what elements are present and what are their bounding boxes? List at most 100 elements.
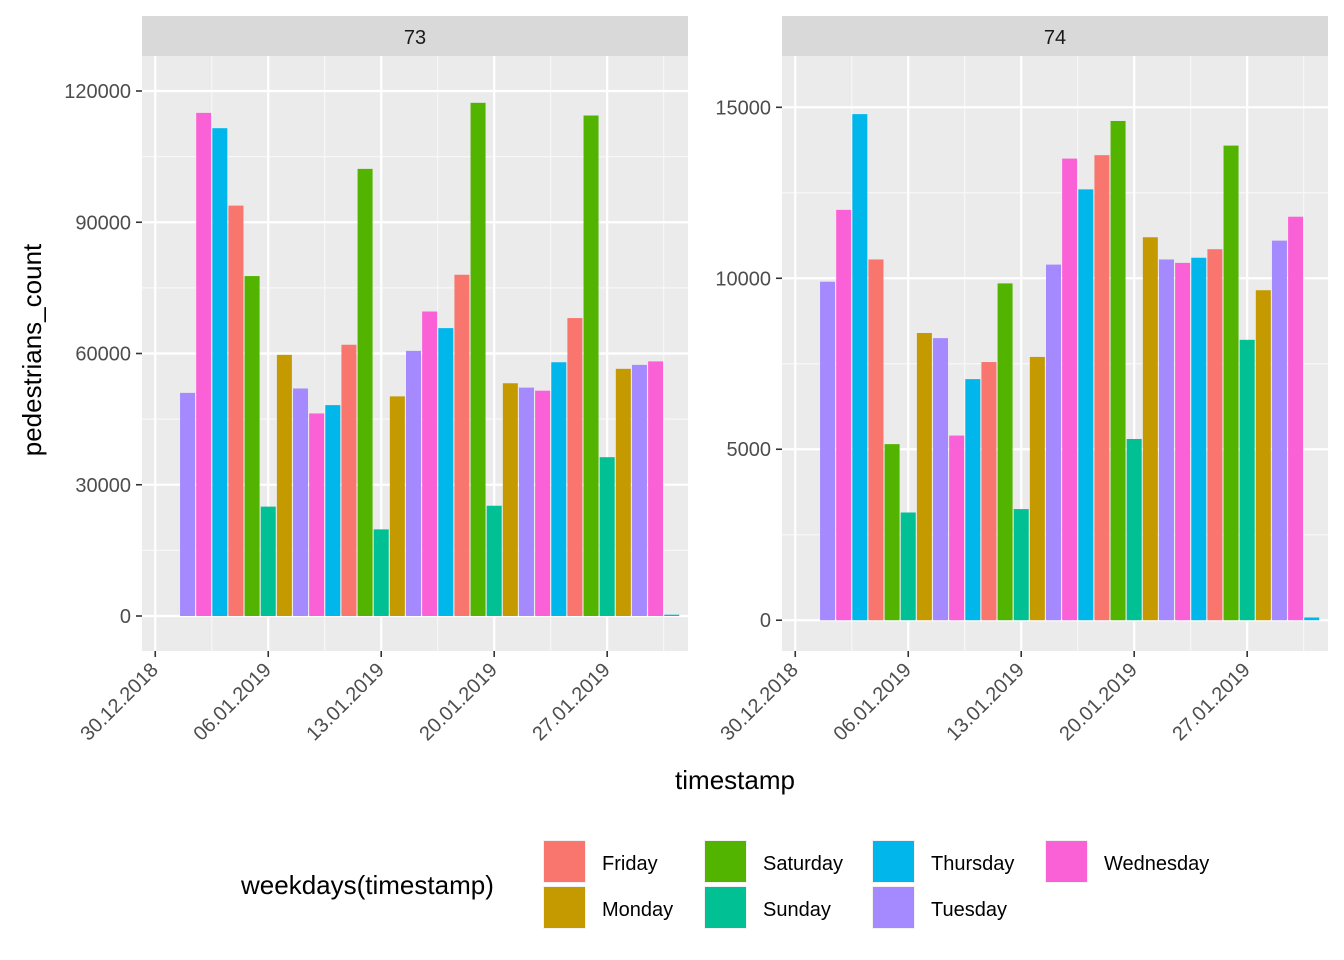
- facet-strip-label: 73: [404, 27, 426, 49]
- x-tick-label: 13.01.2019: [302, 659, 388, 745]
- bar-tuesday-15.01.2019: [1046, 264, 1061, 621]
- legend-label-monday: Monday: [602, 899, 673, 921]
- bar-wednesday-23.01.2019: [535, 390, 551, 616]
- bar-saturday-19.01.2019: [1110, 120, 1126, 621]
- bar-monday-21.01.2019: [502, 383, 518, 616]
- bar-saturday-26.01.2019: [583, 115, 599, 616]
- bar-sunday-13.01.2019: [1013, 509, 1029, 621]
- y-tick-label: 0: [120, 606, 131, 628]
- legend-label-wednesday: Wednesday: [1104, 853, 1209, 875]
- bar-saturday-05.01.2019: [884, 444, 900, 621]
- bar-sunday-27.01.2019: [1239, 339, 1255, 621]
- bar-saturday-12.01.2019: [357, 168, 373, 616]
- bar-monday-07.01.2019: [276, 354, 292, 616]
- x-tick-label: 20.01.2019: [1055, 659, 1141, 745]
- facet-strip: [142, 16, 688, 56]
- bar-monday-07.01.2019: [916, 332, 932, 621]
- legend-label-saturday: Saturday: [763, 853, 843, 875]
- bar-tuesday-22.01.2019: [1158, 259, 1174, 621]
- legend-label-friday: Friday: [602, 853, 658, 875]
- bar-wednesday-09.01.2019: [309, 413, 325, 616]
- bar-tuesday-08.01.2019: [293, 388, 309, 616]
- bar-sunday-06.01.2019: [260, 506, 276, 616]
- x-axis-title: timestamp: [675, 765, 795, 795]
- bar-tuesday-22.01.2019: [518, 387, 534, 616]
- bar-saturday-05.01.2019: [244, 276, 260, 616]
- legend-swatch-monday: [544, 887, 585, 928]
- bar-sunday-06.01.2019: [900, 512, 916, 621]
- bar-tuesday-29.01.2019: [631, 364, 647, 616]
- y-axis-title: pedestrians_count: [17, 243, 47, 456]
- bar-tuesday-01.01.2019: [180, 392, 196, 616]
- legend-title: weekdays(timestamp): [240, 870, 494, 900]
- bar-thursday-31.01.2019: [1304, 617, 1320, 621]
- x-tick-label: 30.12.2018: [76, 659, 162, 745]
- x-tick-label: 06.01.2019: [189, 659, 275, 745]
- legend-label-thursday: Thursday: [931, 853, 1014, 875]
- x-tick-label: 13.01.2019: [942, 659, 1028, 745]
- y-tick-label: 90000: [75, 212, 131, 234]
- y-tick-label: 10000: [715, 268, 771, 290]
- bar-monday-21.01.2019: [1142, 237, 1158, 621]
- bar-thursday-31.01.2019: [664, 614, 680, 616]
- legend-label-sunday: Sunday: [763, 899, 831, 921]
- x-tick-label: 27.01.2019: [1168, 659, 1254, 745]
- bar-sunday-20.01.2019: [486, 505, 502, 616]
- facet-strip: [782, 16, 1328, 56]
- bar-monday-28.01.2019: [1255, 290, 1271, 621]
- x-tick-label: 20.01.2019: [415, 659, 501, 745]
- legend-label-tuesday: Tuesday: [931, 899, 1007, 921]
- bar-wednesday-09.01.2019: [949, 435, 965, 621]
- bar-tuesday-08.01.2019: [933, 338, 949, 621]
- bar-sunday-27.01.2019: [599, 457, 615, 616]
- legend-swatch-sunday: [705, 887, 746, 928]
- panel-74: 74 0 5000 10000 15000 30.12.2018 06.01.2019 13.…: [715, 16, 1328, 745]
- bar-tuesday-01.01.2019: [820, 281, 836, 621]
- y-tick-label: 5000: [727, 439, 772, 461]
- bar-wednesday-30.01.2019: [648, 361, 664, 616]
- legend-swatch-wednesday: [1046, 841, 1087, 882]
- bar-friday-25.01.2019: [1207, 249, 1223, 621]
- facet-strip-label: 74: [1044, 27, 1066, 49]
- bar-tuesday-15.01.2019: [406, 350, 421, 616]
- bar-friday-18.01.2019: [1094, 155, 1110, 621]
- bar-friday-11.01.2019: [341, 344, 357, 616]
- legend-swatch-thursday: [873, 841, 914, 882]
- bar-wednesday-23.01.2019: [1175, 262, 1191, 621]
- bar-wednesday-02.01.2019: [836, 209, 852, 621]
- bar-friday-25.01.2019: [567, 318, 583, 616]
- y-tick-label: 120000: [64, 81, 131, 103]
- bar-thursday-24.01.2019: [1191, 257, 1207, 621]
- x-tick-label: 27.01.2019: [528, 659, 614, 745]
- bar-wednesday-16.01.2019: [1062, 158, 1078, 621]
- x-tick-label: 30.12.2018: [716, 659, 802, 745]
- bar-thursday-17.01.2019: [1078, 189, 1094, 621]
- bar-thursday-10.01.2019: [965, 379, 981, 621]
- y-tick-label: 0: [760, 610, 771, 632]
- bar-monday-14.01.2019: [1029, 356, 1045, 621]
- bar-saturday-19.01.2019: [470, 102, 486, 616]
- y-tick-label: 15000: [715, 97, 771, 119]
- bar-friday-18.01.2019: [454, 274, 470, 616]
- bar-monday-28.01.2019: [615, 368, 631, 616]
- y-tick-label: 60000: [75, 344, 131, 366]
- bar-thursday-03.01.2019: [852, 114, 868, 621]
- bar-wednesday-02.01.2019: [196, 112, 212, 616]
- bar-monday-14.01.2019: [389, 396, 405, 616]
- panel-73: 73 0 30000 60000 90000 120000 30.12.2018 06.01.…: [64, 16, 688, 745]
- bar-tuesday-29.01.2019: [1271, 240, 1287, 621]
- bar-thursday-24.01.2019: [551, 362, 567, 616]
- bar-friday-04.01.2019: [228, 205, 244, 616]
- bar-friday-11.01.2019: [981, 362, 997, 621]
- y-tick-label: 30000: [75, 475, 131, 497]
- bar-saturday-12.01.2019: [997, 283, 1013, 621]
- bar-thursday-10.01.2019: [325, 405, 341, 616]
- legend-swatch-saturday: [705, 841, 746, 882]
- bar-thursday-03.01.2019: [212, 128, 228, 616]
- bar-sunday-13.01.2019: [373, 529, 389, 616]
- bar-sunday-20.01.2019: [1126, 438, 1142, 621]
- bar-friday-04.01.2019: [868, 259, 884, 621]
- bar-thursday-17.01.2019: [438, 328, 454, 616]
- legend: weekdays(timestamp) Friday Monday Saturday…: [240, 840, 1209, 929]
